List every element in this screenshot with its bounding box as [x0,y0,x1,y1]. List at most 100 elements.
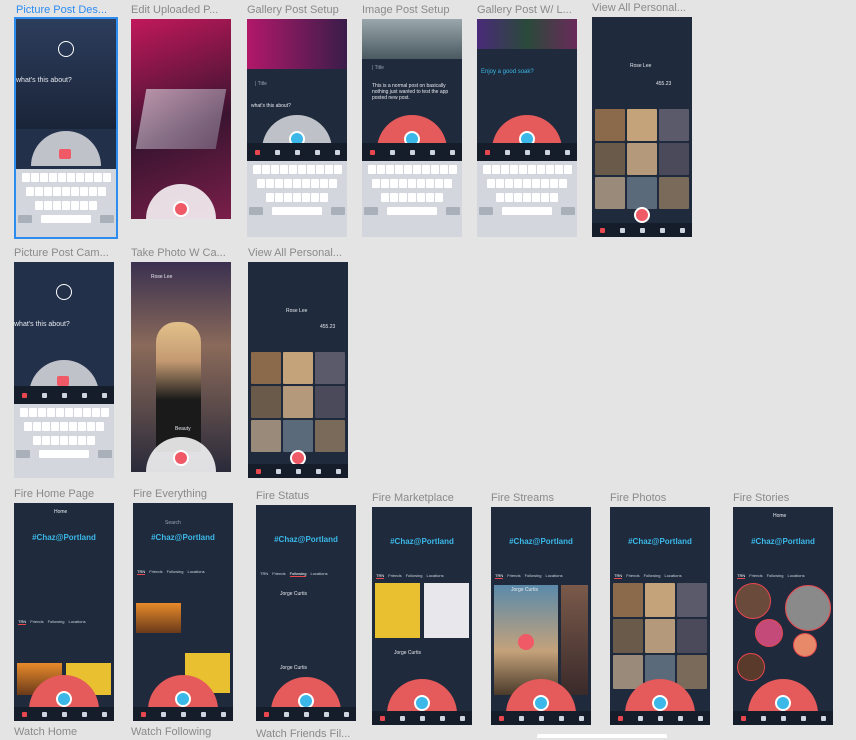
artboard-fire-photos[interactable]: #Chaz@Portland TRN Friends Following Locati… [610,507,710,725]
tab-friends[interactable]: Friends [272,571,286,576]
feed-tabs[interactable]: TRN Friends Following Locations [737,573,829,579]
tab-locations[interactable]: Locations [187,569,205,574]
board-label-fire-everything[interactable]: Fire Everything [133,488,207,500]
capture-button[interactable] [173,201,189,217]
post-body[interactable]: This is a normal post on basically nothi… [372,83,449,101]
add-button[interactable] [56,691,72,707]
story-bubble[interactable] [755,619,783,647]
tab-trn[interactable]: TRN [495,573,504,579]
artboard-fire-stories[interactable]: Home #Chaz@Portland TRN Friends Following L… [733,507,833,725]
artboard-picture-post-desc[interactable]: what's this about? [14,17,118,239]
keyboard[interactable] [14,404,114,462]
tab-following[interactable]: Following [166,569,184,574]
story-bubble[interactable] [793,633,817,657]
tab-trn[interactable]: TRN [260,571,269,576]
add-button[interactable] [775,695,791,711]
keyboard[interactable] [362,161,462,219]
keyboard[interactable] [477,161,577,219]
tab-friends[interactable]: Friends [749,573,763,578]
tab-friends[interactable]: Friends [626,573,640,578]
tab-locations[interactable]: Locations [664,573,682,578]
tab-trn[interactable]: TRN [137,569,146,575]
feed-tabs[interactable]: TRN Friends Following Locations [495,573,587,579]
keyboard-bottom[interactable] [14,462,114,478]
add-button[interactable] [634,207,650,223]
tab-friends[interactable]: Friends [507,573,521,578]
artboard-view-all-personal-1[interactable]: Rose Lee 455.23 [592,17,692,237]
tab-friends[interactable]: Friends [388,573,402,578]
title-field[interactable]: | Title [255,81,267,87]
story-bubble[interactable] [735,583,771,619]
stream-video-2[interactable] [561,585,588,695]
tab-trn[interactable]: TRN [376,573,385,579]
tab-following[interactable]: Following [766,573,784,578]
artboard-view-all-personal-2[interactable]: Rose Lee 455.23 [248,262,348,478]
tab-following[interactable]: Following [405,573,423,578]
bottom-tabbar[interactable] [133,707,233,721]
keyboard[interactable] [16,169,116,227]
title-field[interactable]: | Title [372,65,384,71]
tab-friends[interactable]: Friends [149,569,163,574]
artboard-fire-everything[interactable]: Search #Chaz@Portland TRN Friends Followin… [133,503,233,721]
feed-tabs[interactable]: TRN Friends Following Locations [137,569,229,575]
board-label-gallery-post-setup[interactable]: Gallery Post Setup [247,4,339,16]
keyboard[interactable] [247,161,347,219]
tab-following[interactable]: Following [289,571,307,577]
add-button[interactable] [414,695,430,711]
board-label-image-post-setup[interactable]: Image Post Setup [362,4,450,16]
tab-locations[interactable]: Locations [545,573,563,578]
bottom-tabbar[interactable] [491,711,591,725]
play-icon[interactable] [518,634,534,650]
add-button[interactable] [652,695,668,711]
artboard-edit-uploaded[interactable] [131,19,231,219]
story-bubble[interactable] [737,653,765,681]
add-button[interactable] [533,695,549,711]
artboard-fire-marketplace[interactable]: #Chaz@Portland TRN Friends Following Locati… [372,507,472,725]
bottom-tabbar[interactable] [14,707,114,721]
bottom-tabbar[interactable] [248,464,348,478]
board-label-fire-home[interactable]: Fire Home Page [14,488,95,500]
add-button[interactable] [175,691,191,707]
artboard-take-photo[interactable]: Rose Lee Beauty [131,262,231,472]
board-label-take-photo[interactable]: Take Photo W Ca... [131,247,226,259]
artboard-image-post-setup[interactable]: | Title This is a normal post on basical… [362,19,462,237]
bottom-tabbar[interactable] [372,711,472,725]
feed-tabs[interactable]: TRN Friends Following Locations [614,573,706,579]
photo-grid[interactable] [251,352,345,452]
tab-trn[interactable]: TRN [737,573,746,579]
tab-following[interactable]: Following [524,573,542,578]
tab-locations[interactable]: Locations [68,619,86,624]
board-label-gallery-post-w[interactable]: Gallery Post W/ L... [477,4,572,16]
photo-grid[interactable] [613,583,707,689]
bottom-tabbar[interactable] [16,225,116,237]
tab-trn[interactable]: TRN [614,573,623,579]
artboard-picture-post-cam[interactable]: what's this about? [14,262,114,478]
board-label-fire-marketplace[interactable]: Fire Marketplace [372,492,454,504]
bottom-tabbar[interactable] [14,386,114,404]
bottom-tabbar[interactable] [362,143,462,161]
tab-following[interactable]: Following [643,573,661,578]
feed-tabs[interactable]: TRN Friends Following Locations [260,571,352,577]
board-label-view-all-personal-2[interactable]: View All Personal... [248,247,342,259]
board-label-picture-post-desc[interactable]: Picture Post Des... [16,4,108,16]
board-label-watch-home[interactable]: Watch Home [14,726,78,738]
artboard-gallery-post-setup[interactable]: | Title what's this about? [247,19,347,237]
board-label-fire-status[interactable]: Fire Status [256,490,310,502]
capture-button[interactable] [173,450,189,466]
keyboard-bottom[interactable] [362,219,462,237]
board-label-watch-friends[interactable]: Watch Friends Fil... [256,728,351,740]
photo-icon[interactable] [59,149,71,159]
board-label-edit-uploaded[interactable]: Edit Uploaded P... [131,4,219,16]
tab-friends[interactable]: Friends [30,619,44,624]
artboard-fire-streams[interactable]: #Chaz@Portland TRN Friends Following Locati… [491,507,591,725]
headphones-product[interactable] [375,583,420,638]
feed-tabs[interactable]: TRN Friends Following Locations [376,573,468,579]
photo-icon[interactable] [57,376,69,386]
bottom-tabbar[interactable] [256,707,356,721]
tab-trn[interactable]: TRN [18,619,27,625]
artboard-fire-home[interactable]: Home #Chaz@Portland TRN Friends Following L… [14,503,114,721]
speaker-product[interactable] [424,583,469,638]
board-label-view-all-personal-1[interactable]: View All Personal... [592,2,686,14]
photo-grid[interactable] [595,109,689,209]
bottom-tabbar[interactable] [610,711,710,725]
